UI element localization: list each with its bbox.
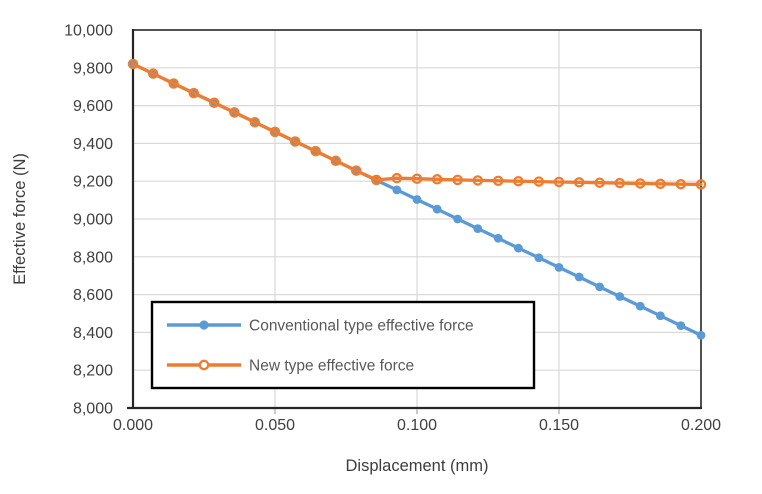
data-point-marker-filled [493, 233, 503, 243]
x-tick-label: 0.000 [113, 417, 153, 434]
data-point-marker-open [573, 177, 585, 188]
data-point-marker-filled [574, 272, 584, 282]
data-point-marker-open [655, 178, 666, 190]
data-point-marker-open [553, 176, 565, 188]
data-point-marker-open [513, 175, 524, 187]
legend-marker-filled-circle [199, 320, 209, 330]
data-point-marker-filled [554, 262, 564, 272]
y-tick-label: 8,800 [73, 249, 113, 266]
data-point-marker-filled [513, 243, 523, 253]
x-axis-tick-labels: 0.000 0.050 0.100 0.150 0.200 [113, 417, 721, 434]
data-point-marker-open [269, 126, 281, 138]
legend: Conventional type effective force New typ… [150, 300, 536, 390]
data-point-marker-open [472, 175, 484, 186]
legend-marker-open-circle [198, 359, 210, 371]
y-tick-label: 8,600 [73, 287, 113, 304]
data-point-marker-open [208, 97, 220, 109]
data-point-marker-open [147, 68, 159, 79]
y-tick-label: 9,800 [73, 60, 113, 77]
data-point-marker-filled [392, 185, 402, 195]
series-line-1 [131, 62, 703, 187]
data-point-marker-filled [676, 321, 686, 330]
y-tick-label: 9,400 [73, 136, 113, 153]
data-point-marker-open [411, 173, 423, 184]
data-point-marker-open [168, 78, 179, 89]
data-point-marker-open [391, 172, 403, 184]
y-tick-label: 9,000 [73, 212, 113, 229]
data-point-marker-filled [432, 204, 442, 214]
data-point-marker-open [188, 87, 200, 99]
y-tick-label: 8,200 [73, 363, 113, 380]
data-point-marker-open [330, 155, 342, 167]
data-point-marker-open [127, 58, 139, 70]
y-axis-title: Effective force (N) [11, 153, 29, 285]
data-point-marker-filled [655, 311, 665, 321]
axis-tick-marks [274, 409, 560, 414]
data-point-marker-open [289, 136, 301, 147]
x-tick-label: 0.100 [397, 417, 437, 434]
y-tick-label: 8,400 [73, 325, 113, 342]
data-point-marker-open [492, 175, 504, 187]
x-axis-title: Displacement (mm) [345, 457, 488, 475]
data-point-marker-filled [412, 195, 422, 204]
legend-label: Conventional type effective force [249, 318, 474, 335]
y-tick-label: 9,600 [73, 98, 113, 115]
data-point-marker-filled [473, 224, 483, 234]
data-point-marker-open [634, 178, 646, 189]
x-tick-label: 0.050 [255, 417, 295, 434]
y-axis-tick-labels: 8,000 8,200 8,400 8,600 8,800 9,000 9,200 9,400… [64, 23, 113, 418]
data-point-marker-filled [615, 292, 625, 301]
data-point-marker-filled [595, 282, 605, 292]
y-tick-label: 9,200 [73, 174, 113, 191]
data-series [127, 58, 707, 340]
data-point-marker-open [249, 116, 261, 128]
data-point-marker-filled [696, 330, 706, 340]
data-point-marker-open [614, 177, 626, 189]
x-tick-label: 0.200 [681, 417, 721, 434]
data-point-marker-open [371, 174, 382, 186]
data-point-marker-open [350, 165, 362, 176]
x-tick-label: 0.150 [539, 417, 579, 434]
data-point-marker-open [310, 145, 321, 157]
data-point-marker-open [695, 179, 707, 190]
legend-label: New type effective force [249, 358, 414, 375]
data-point-marker-open [452, 174, 463, 186]
data-point-marker-open [229, 107, 240, 118]
data-point-marker-open [594, 177, 605, 188]
data-point-marker-open [431, 174, 443, 185]
data-point-marker-filled [534, 253, 544, 263]
legend-box [150, 300, 536, 390]
data-point-marker-filled [635, 301, 645, 311]
data-point-marker-open [675, 178, 687, 190]
y-tick-label: 10,000 [64, 23, 113, 40]
data-point-marker-open [533, 176, 545, 187]
plot-border-and-axes [127, 29, 702, 410]
y-tick-label: 8,000 [73, 401, 113, 418]
data-point-marker-filled [453, 214, 463, 224]
